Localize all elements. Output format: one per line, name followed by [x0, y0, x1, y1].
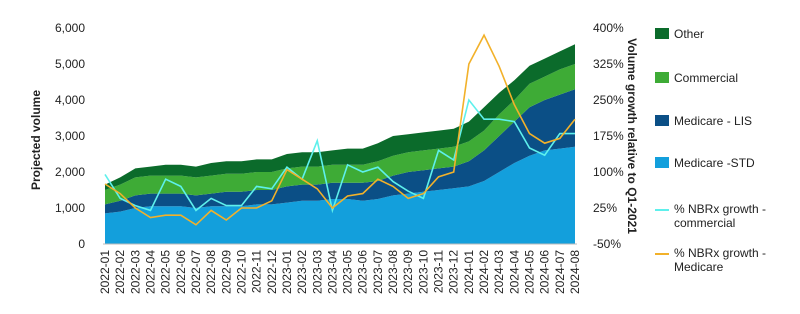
y-tick-label: 6,000 [55, 21, 85, 35]
x-tick-label: 2023-06 [356, 250, 370, 294]
y2-tick-label: 250% [593, 93, 624, 107]
x-tick-label: 2023-04 [325, 250, 339, 294]
legend-label: Commercial [674, 71, 739, 85]
area [105, 44, 575, 191]
x-tick-label: 2022-10 [234, 250, 248, 294]
y-tick-label: 5,000 [55, 57, 85, 71]
legend-label: Medicare -STD [674, 156, 755, 170]
x-tick-label: 2024-08 [568, 250, 582, 294]
x-tick-label: 2023-01 [280, 250, 294, 294]
area [105, 89, 575, 214]
legend-item: % NBRx growth - Medicare [655, 246, 795, 274]
y-tick-label: 3,000 [55, 129, 85, 143]
x-tick-label: 2023-05 [341, 250, 355, 294]
legend-marker [655, 157, 669, 168]
x-tick-label: 2022-01 [98, 250, 112, 294]
y2-tick-label: 100% [593, 165, 624, 179]
y2-tick-label: 400% [593, 21, 624, 35]
x-tick-label: 2022-03 [128, 250, 142, 294]
legend-marker [655, 72, 669, 83]
x-tick-label: 2022-07 [189, 250, 203, 294]
area [105, 64, 575, 205]
x-tick-label: 2022-12 [265, 250, 279, 294]
legend-marker [655, 209, 669, 211]
x-tick-label: 2022-02 [113, 250, 127, 294]
legend-label: % NBRx growth - Medicare [674, 246, 767, 274]
legend-label: Medicare - LIS [674, 114, 753, 128]
x-tick-label: 2024-04 [507, 250, 521, 294]
y-tick-label: 1,000 [55, 201, 85, 215]
legend-item: Medicare -STD [655, 156, 795, 170]
x-tick-label: 2022-09 [219, 250, 233, 294]
y2-tick-label: 325% [593, 57, 624, 71]
legend-marker [655, 28, 669, 39]
legend-item: Medicare - LIS [655, 114, 795, 128]
line [104, 33, 576, 226]
x-tick-label: 2023-12 [447, 250, 461, 294]
line [104, 98, 575, 214]
x-tick-label: 2024-06 [538, 250, 552, 294]
x-tick-label: 2022-05 [159, 250, 173, 294]
chart: Projected volume Volume growth relative … [29, 21, 639, 294]
x-tick-label: 2023-08 [386, 250, 400, 294]
x-tick-label: 2022-04 [143, 250, 157, 294]
y2-tick-label: -50% [593, 237, 621, 251]
legend-marker [655, 253, 669, 255]
x-tick-label: 2022-06 [174, 250, 188, 294]
x-tick-label: 2022-11 [250, 250, 264, 293]
y-tick-label: 2,000 [55, 165, 85, 179]
x-tick-label: 2023-11 [432, 250, 446, 293]
x-tick-label: 2023-10 [416, 250, 430, 294]
x-tick-label: 2023-03 [310, 250, 324, 294]
y-axis-label: Projected volume [29, 90, 43, 190]
legend-marker [655, 115, 669, 126]
area [105, 146, 575, 244]
legend-item: Other [655, 27, 795, 41]
y-tick-label: 0 [78, 237, 85, 251]
legend-item: % NBRx growth - commercial [655, 202, 795, 230]
legend-label: % NBRx growth - commercial [674, 202, 767, 230]
legend-item: Commercial [655, 71, 795, 85]
x-tick-label: 2024-05 [523, 250, 537, 294]
x-tick-label: 2024-01 [462, 250, 476, 294]
y2-axis-label: Volume growth relative to Q1-2021 [625, 38, 639, 234]
y-tick-label: 4,000 [55, 93, 85, 107]
x-tick-label: 2024-02 [477, 250, 491, 294]
y2-tick-label: 175% [593, 129, 624, 143]
y2-tick-label: 25% [593, 201, 617, 215]
x-tick-label: 2024-03 [492, 250, 506, 294]
x-tick-label: 2024-07 [553, 250, 567, 294]
x-tick-label: 2023-09 [401, 250, 415, 294]
legend-label: Other [674, 27, 705, 41]
x-tick-label: 2022-08 [204, 250, 218, 294]
x-tick-label: 2023-07 [371, 250, 385, 294]
x-tick-label: 2023-02 [295, 250, 309, 294]
